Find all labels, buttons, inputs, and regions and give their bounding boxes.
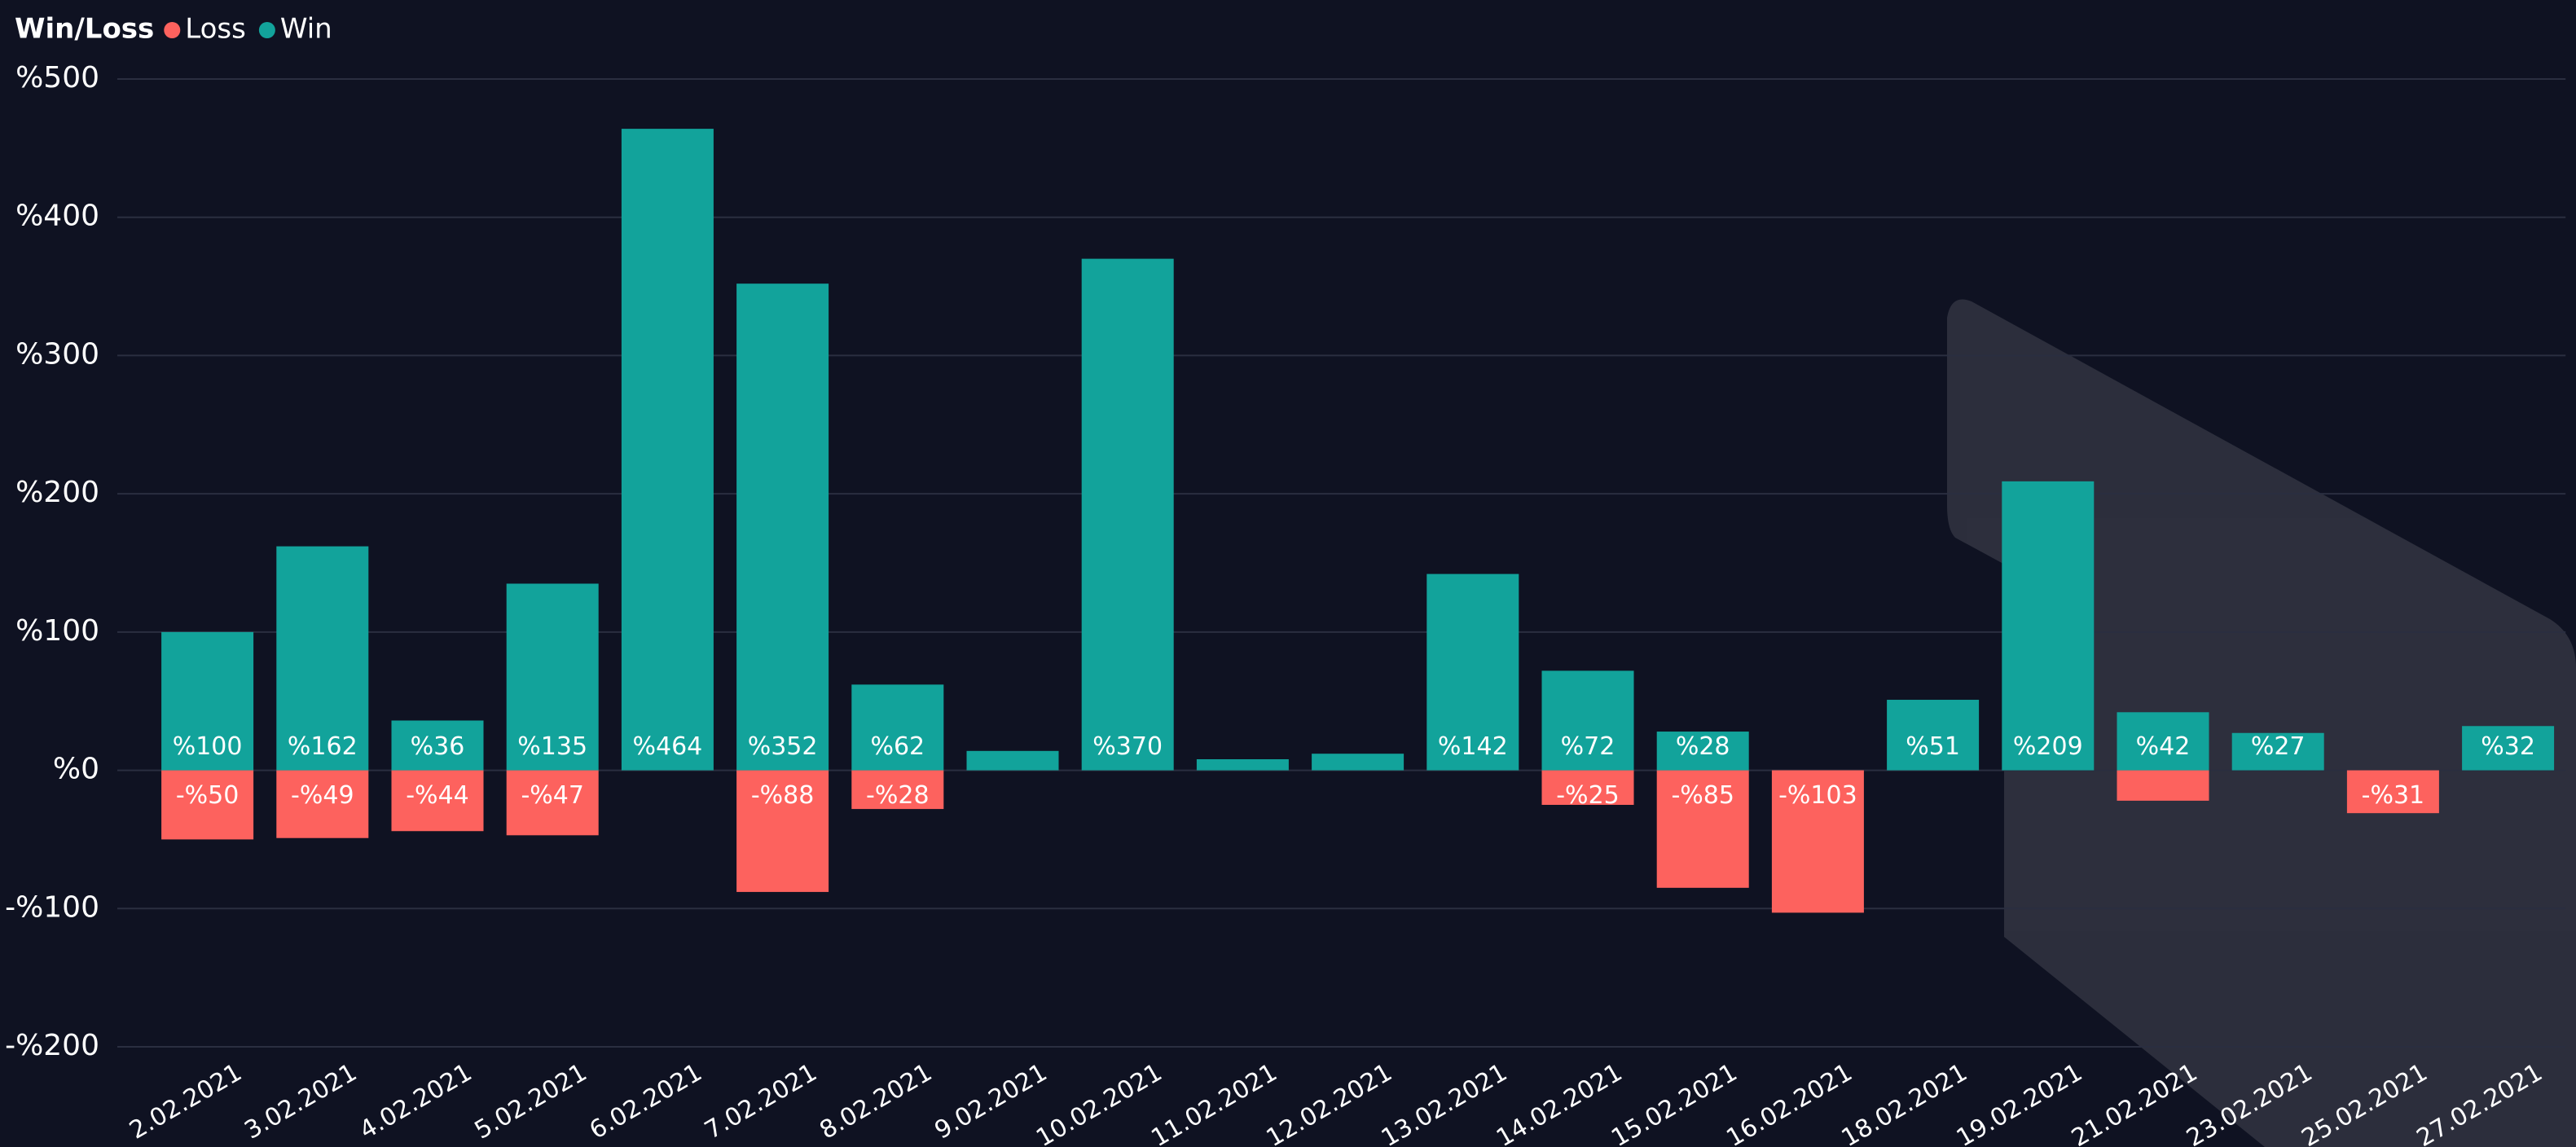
legend-marker xyxy=(164,22,181,38)
data-label: -%85 xyxy=(1671,781,1734,810)
data-label: %100 xyxy=(173,732,243,761)
y-tick-label: %0 xyxy=(53,753,99,786)
data-label: %142 xyxy=(1438,732,1508,761)
data-label: -%88 xyxy=(751,781,815,810)
bar xyxy=(1771,770,1864,913)
data-label: -%44 xyxy=(406,781,469,810)
bar xyxy=(161,631,254,771)
bar xyxy=(1656,770,1749,888)
bar xyxy=(966,750,1059,771)
data-label: -%50 xyxy=(176,781,240,810)
y-tick-label: -%200 xyxy=(5,1029,99,1062)
bar xyxy=(1196,758,1289,771)
bar xyxy=(1541,670,1634,771)
bar xyxy=(276,770,369,838)
data-label: -%103 xyxy=(1778,781,1857,810)
data-label: %209 xyxy=(2013,732,2083,761)
data-label: %162 xyxy=(288,732,358,761)
bar xyxy=(621,129,714,771)
y-tick-label: %100 xyxy=(15,614,99,648)
data-label: %72 xyxy=(1561,732,1615,761)
y-tick-label: -%100 xyxy=(5,890,99,924)
legend: Win/Loss Loss Win xyxy=(15,13,332,46)
bar xyxy=(2117,770,2209,801)
legend-label: Win xyxy=(280,13,332,46)
legend-marker xyxy=(258,22,275,38)
bar xyxy=(2231,732,2324,771)
bar xyxy=(391,770,484,832)
y-tick-label: %400 xyxy=(15,200,99,233)
bar xyxy=(1887,700,1980,771)
bar xyxy=(2117,712,2209,771)
data-label: -%31 xyxy=(2362,781,2425,810)
bar xyxy=(736,283,829,771)
bar xyxy=(851,684,944,771)
data-label: %27 xyxy=(2251,732,2306,761)
data-label: -%28 xyxy=(866,781,930,810)
bar xyxy=(506,770,599,836)
legend-label: Loss xyxy=(185,13,246,46)
data-label: %352 xyxy=(748,732,818,761)
data-label: -%49 xyxy=(291,781,354,810)
bar xyxy=(276,546,369,771)
data-label: %370 xyxy=(1092,732,1163,761)
bar xyxy=(1656,732,1749,771)
data-label: %32 xyxy=(2481,732,2535,761)
data-label: %36 xyxy=(411,732,465,761)
data-label: %62 xyxy=(870,732,925,761)
data-label: %464 xyxy=(633,732,703,761)
data-label: %51 xyxy=(1906,732,1960,761)
y-tick-label: %200 xyxy=(15,476,99,509)
data-label: %42 xyxy=(2136,732,2191,761)
bar xyxy=(1426,574,1519,771)
data-label: %135 xyxy=(517,732,587,761)
bar xyxy=(736,770,829,892)
bar xyxy=(1081,258,1174,771)
data-label: -%47 xyxy=(521,781,584,810)
bar xyxy=(506,583,599,771)
bar xyxy=(851,770,944,810)
bar xyxy=(2002,481,2095,771)
watermark-shapes xyxy=(1947,299,2576,1147)
bar xyxy=(1312,754,1404,771)
bar xyxy=(161,770,254,840)
y-tick-label: %300 xyxy=(15,337,99,371)
bar xyxy=(391,720,484,771)
bar xyxy=(2346,770,2439,814)
legend-title: Win/Loss xyxy=(15,13,154,46)
bar xyxy=(2462,726,2555,771)
data-label: -%25 xyxy=(1556,781,1620,810)
data-label: %28 xyxy=(1676,732,1730,761)
y-tick-label: %500 xyxy=(15,61,99,94)
bar xyxy=(1541,770,1634,805)
